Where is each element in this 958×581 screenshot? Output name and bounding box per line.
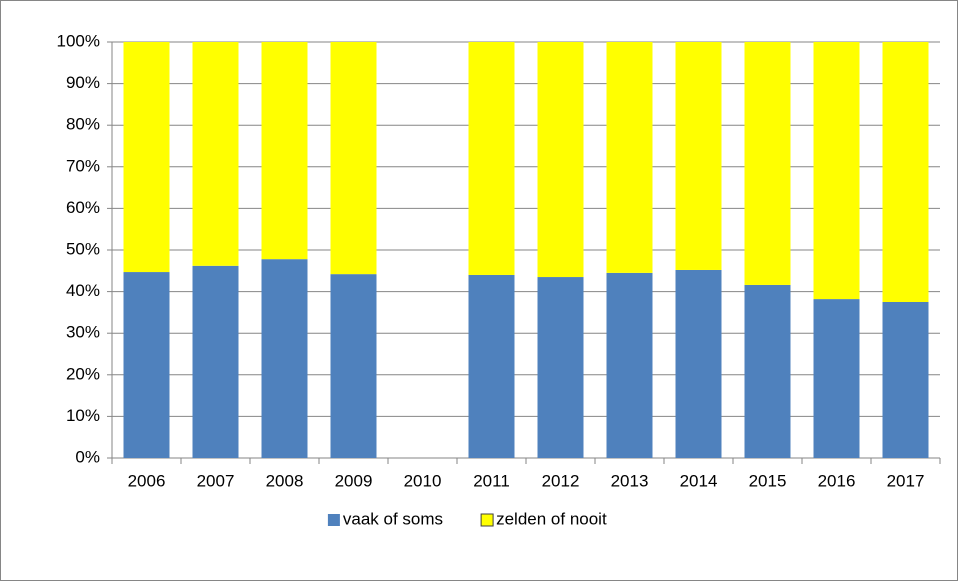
bar-segment xyxy=(192,265,239,458)
x-tick-label: 2009 xyxy=(335,471,373,490)
bar-segment xyxy=(744,284,791,458)
bar-segment xyxy=(675,269,722,458)
y-tick-label: 40% xyxy=(66,281,100,300)
x-tick-label: 2017 xyxy=(887,471,925,490)
x-tick-label: 2011 xyxy=(473,471,510,490)
bar-segment xyxy=(468,42,515,275)
bar-segment xyxy=(675,42,722,270)
x-tick-label: 2016 xyxy=(818,471,856,490)
x-tick-label: 2008 xyxy=(266,471,304,490)
y-tick-label: 50% xyxy=(66,239,100,258)
x-tick-label: 2015 xyxy=(749,471,787,490)
bar-segment xyxy=(123,42,170,273)
y-tick-label: 0% xyxy=(75,447,100,466)
bar-segment xyxy=(882,42,929,302)
bar-segment xyxy=(330,42,377,275)
bar-segment xyxy=(261,259,308,458)
bar-segment xyxy=(744,42,791,285)
legend-swatch xyxy=(327,514,340,526)
y-tick-label: 90% xyxy=(66,73,100,92)
bar-segment xyxy=(330,274,377,458)
legend-label: zelden of nooit xyxy=(496,509,607,528)
x-tick-label: 2007 xyxy=(197,471,235,490)
x-tick-label: 2010 xyxy=(404,471,442,490)
y-tick-label: 30% xyxy=(66,323,100,342)
bar-segment xyxy=(192,42,239,266)
bar-segment xyxy=(261,42,308,260)
x-tick-label: 2006 xyxy=(128,471,166,490)
bar-segment xyxy=(537,42,584,278)
bar-segment xyxy=(537,277,584,458)
y-tick-label: 10% xyxy=(66,406,100,425)
y-tick-label: 20% xyxy=(66,364,100,383)
x-tick-label: 2014 xyxy=(680,471,718,490)
y-tick-label: 70% xyxy=(66,156,100,175)
y-tick-label: 100% xyxy=(57,31,100,50)
bar-segment xyxy=(468,274,515,458)
bar-segment xyxy=(606,272,653,458)
legend-label: vaak of soms xyxy=(343,509,443,528)
y-tick-label: 80% xyxy=(66,115,100,134)
legend-swatch xyxy=(480,513,494,527)
x-tick-label: 2012 xyxy=(542,471,580,490)
x-tick-label: 2013 xyxy=(611,471,649,490)
bar-segment xyxy=(882,302,929,458)
bar-segment xyxy=(813,299,860,458)
bar-segment xyxy=(813,42,860,300)
bar-segment xyxy=(123,272,170,458)
bar-segment xyxy=(606,42,653,273)
y-tick-label: 60% xyxy=(66,198,100,217)
